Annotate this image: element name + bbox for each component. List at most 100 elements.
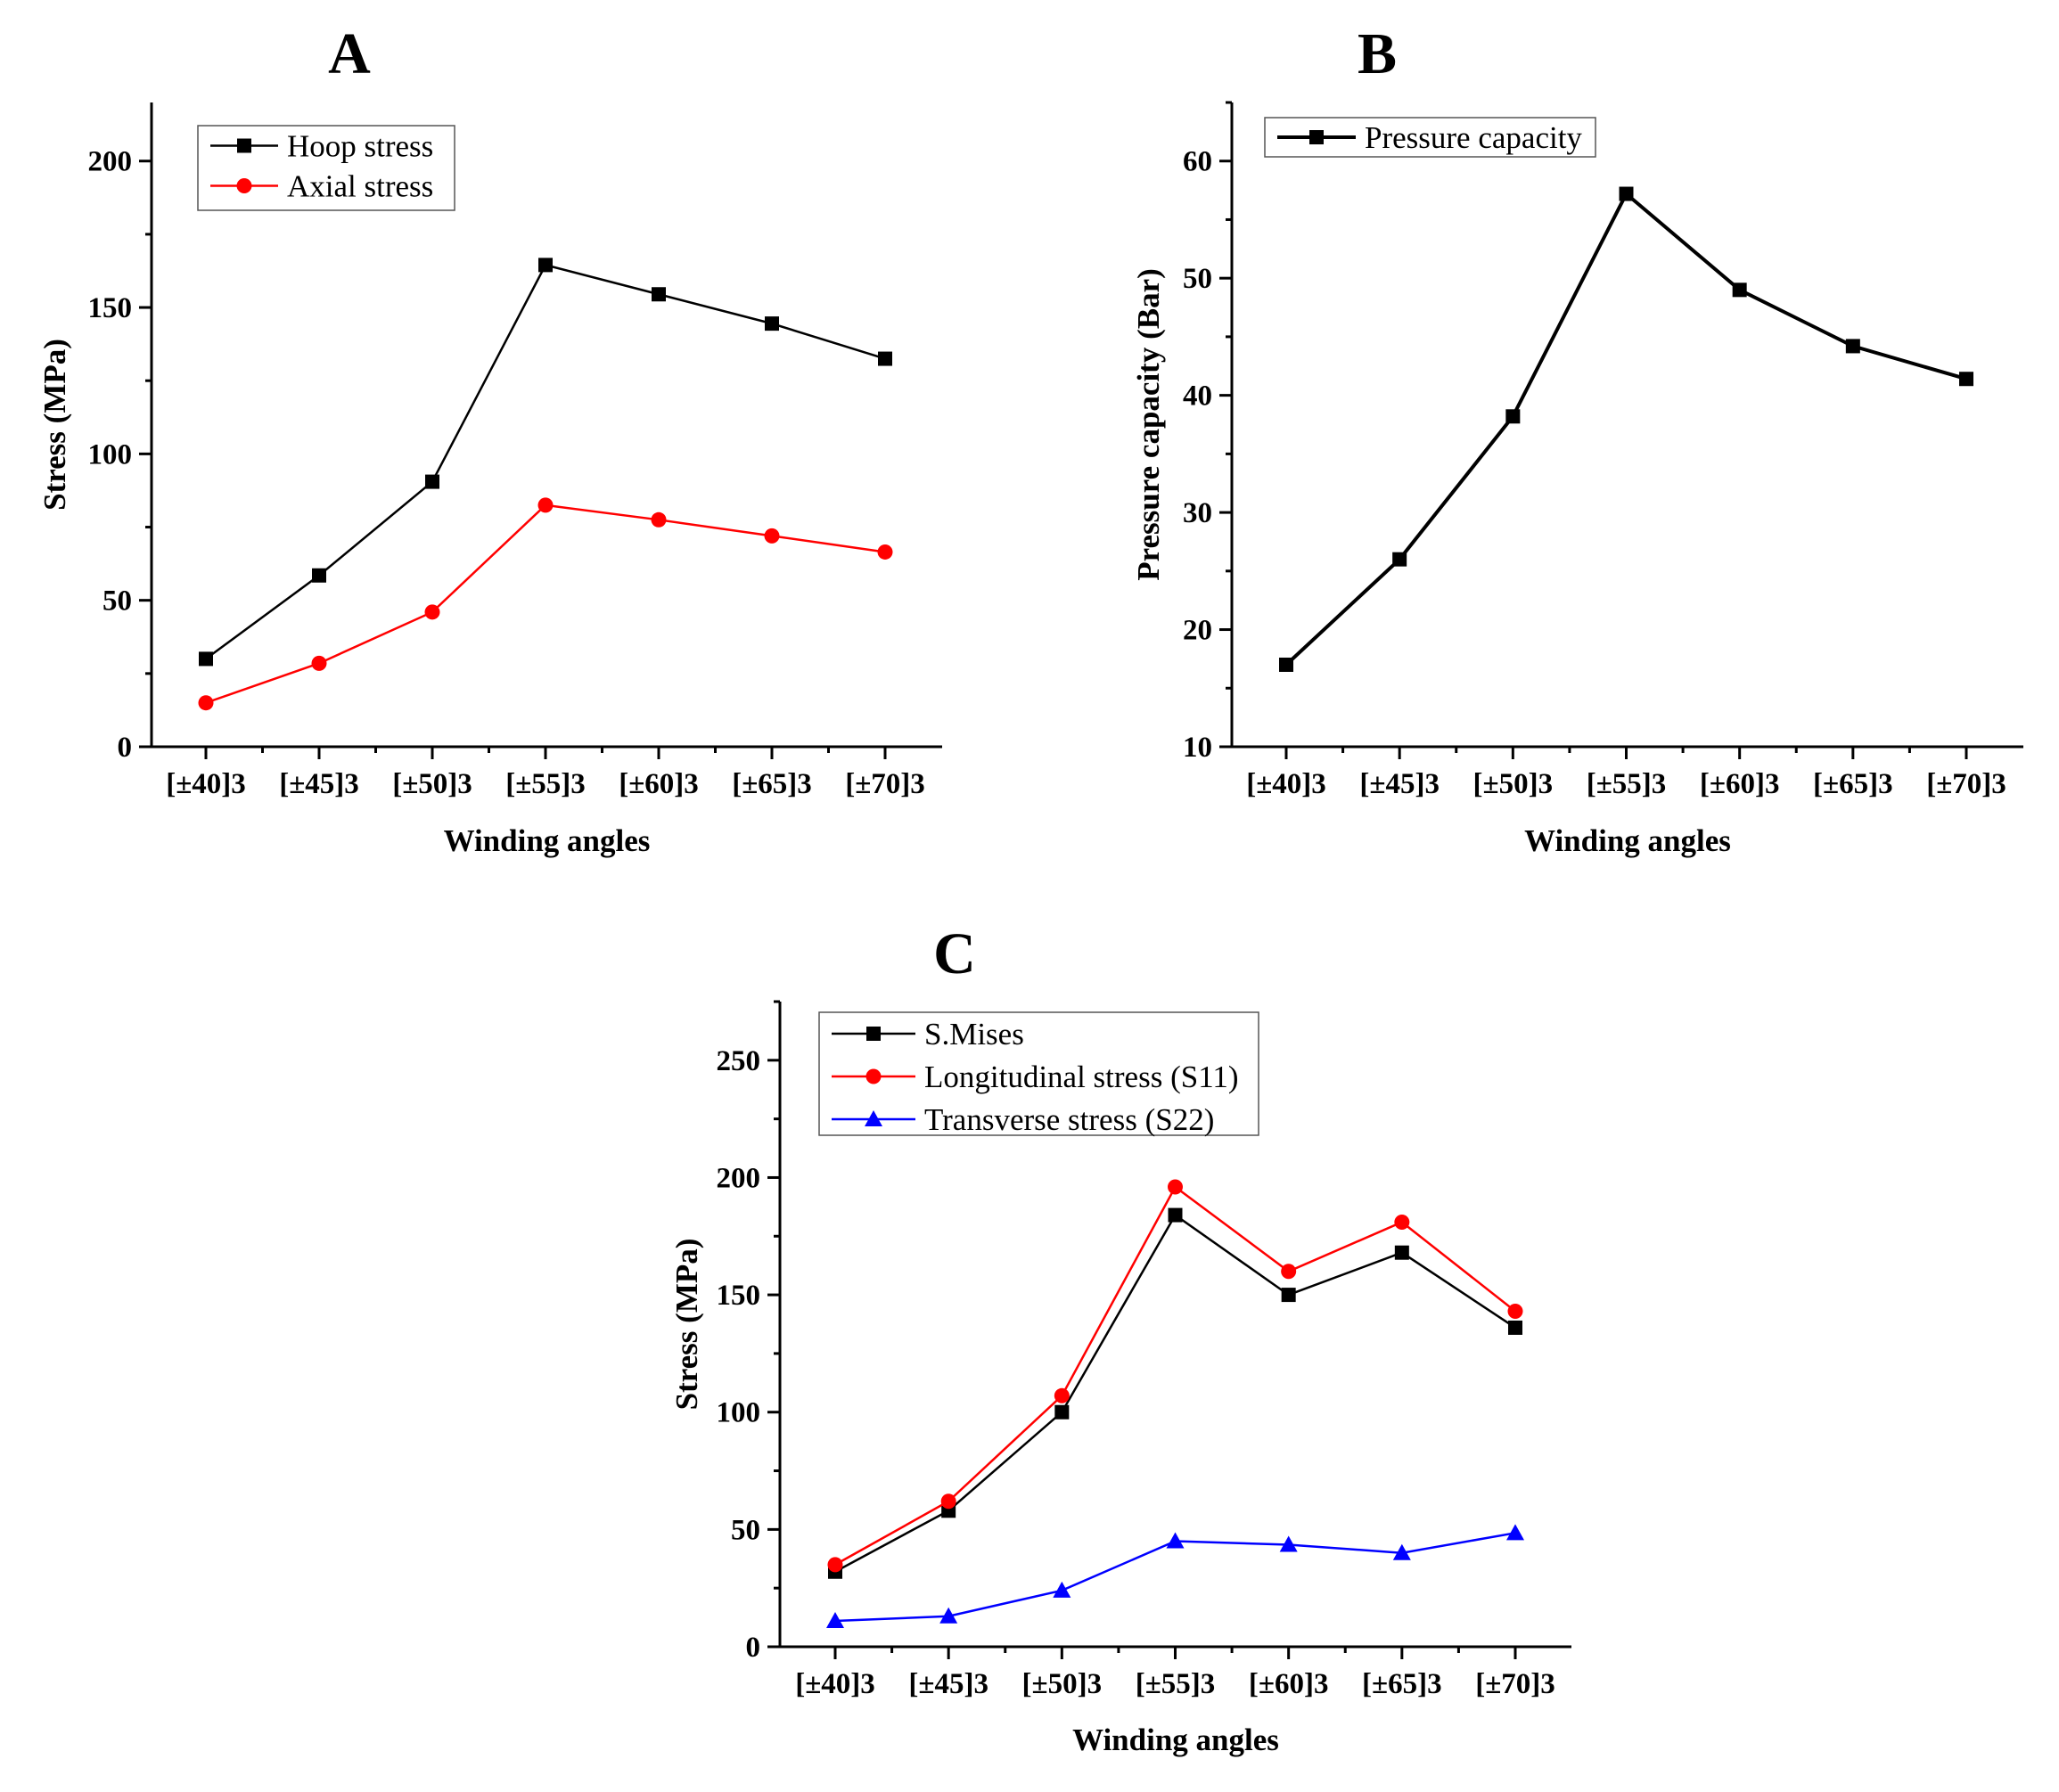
series-line — [1284, 191, 1967, 667]
x-tick-label: [±55]3 — [505, 768, 586, 800]
y-tick-label: 0 — [746, 1632, 761, 1664]
x-tick-label: [±65]3 — [1362, 1668, 1442, 1700]
data-point — [1281, 1264, 1297, 1280]
legend-label: Pressure capacity — [1365, 120, 1582, 155]
data-point — [1394, 1214, 1410, 1230]
legend-marker — [237, 138, 251, 153]
series-line — [834, 1213, 1516, 1573]
y-axis-title: Pressure capacity (Bar) — [1131, 268, 1166, 581]
data-point — [425, 474, 439, 489]
y-tick-label: 50 — [1183, 263, 1212, 295]
data-point — [1168, 1207, 1183, 1223]
series-line — [834, 1185, 1516, 1566]
y-tick-label: 150 — [88, 292, 133, 324]
data-point — [537, 497, 554, 513]
data-point — [1279, 1535, 1298, 1552]
y-tick-label: 60 — [1183, 146, 1212, 178]
legend-entry: S.Mises — [832, 1017, 1024, 1051]
y-axis-title: Stress (MPa) — [669, 1239, 704, 1411]
x-tick-label: [±60]3 — [619, 768, 699, 800]
data-point — [1279, 657, 1293, 672]
panel-label: B — [1358, 21, 1397, 86]
data-point — [1506, 1524, 1524, 1541]
legend-marker — [236, 178, 252, 193]
legend-marker — [865, 1110, 882, 1126]
legend-label: Longitudinal stress (S11) — [924, 1060, 1239, 1094]
y-tick-label: 150 — [717, 1280, 761, 1312]
chart-panel-a: A 0 50 100 150 200 [±40]3 [±45]3 [±50]3 [±55]3 [±6… — [37, 21, 942, 858]
legend-label: Axial stress — [287, 169, 433, 204]
series-longitudinal-stress-s11 — [827, 1179, 1523, 1573]
x-tick-label: [±40]3 — [166, 768, 246, 800]
x-axis-title: Winding angles — [1524, 823, 1731, 858]
series-hoop-stress — [199, 258, 892, 667]
data-point — [1507, 1304, 1523, 1320]
y-tick-label: 50 — [731, 1514, 760, 1546]
y-tick-label: 250 — [717, 1045, 761, 1077]
series-line — [205, 263, 886, 660]
data-point — [1845, 339, 1860, 354]
x-tick-label: [±50]3 — [1022, 1668, 1103, 1700]
series-axial-stress — [198, 497, 893, 711]
x-tick-label: [±60]3 — [1700, 768, 1780, 800]
x-tick-label: [±70]3 — [1926, 768, 2006, 800]
data-point — [538, 258, 553, 273]
x-tick-label: [±50]3 — [1473, 768, 1554, 800]
data-point — [827, 1557, 843, 1573]
data-point — [1619, 186, 1634, 201]
panel-label: C — [933, 921, 976, 986]
legend: Pressure capacity — [1264, 117, 1596, 158]
legend-marker — [866, 1027, 881, 1041]
data-point — [652, 287, 666, 302]
data-point — [1508, 1320, 1522, 1335]
legend-entry: Pressure capacity — [1277, 120, 1582, 155]
legend-marker — [1309, 130, 1324, 144]
data-point — [1392, 552, 1407, 567]
data-point — [1959, 372, 1973, 387]
data-point — [651, 511, 667, 528]
data-point — [877, 544, 893, 560]
data-point — [1392, 1543, 1411, 1560]
data-point — [1054, 1404, 1070, 1420]
data-point — [1168, 1179, 1183, 1195]
legend: Hoop stress Axial stress — [197, 125, 455, 211]
legend-marker — [865, 1068, 882, 1084]
data-point — [940, 1493, 956, 1510]
data-point — [1281, 1288, 1296, 1303]
y-axis-title: Stress (MPa) — [37, 339, 72, 511]
data-point — [424, 604, 440, 620]
series-line — [205, 503, 886, 704]
data-point — [1053, 1581, 1071, 1598]
x-axis-title: Winding angles — [1072, 1722, 1279, 1757]
y-tick-label: 200 — [717, 1162, 761, 1194]
x-tick-label: [±70]3 — [845, 768, 925, 800]
data-point — [312, 568, 326, 583]
legend-entry: Hoop stress — [210, 129, 433, 164]
legend-label: Hoop stress — [287, 129, 433, 164]
data-point — [878, 351, 892, 366]
x-tick-label: [±65]3 — [1813, 768, 1893, 800]
legend: S.Mises Longitudinal stress (S11) Transver… — [818, 1011, 1259, 1137]
series-pressure-capacity — [1279, 186, 1973, 672]
x-tick-label: [±65]3 — [732, 768, 812, 800]
data-point — [198, 695, 214, 711]
legend-entry: Transverse stress (S22) — [832, 1102, 1214, 1137]
data-point — [311, 655, 327, 671]
legend-label: Transverse stress (S22) — [924, 1102, 1214, 1137]
y-tick-label: 50 — [103, 585, 132, 618]
x-tick-label: [±45]3 — [279, 768, 359, 800]
series-s-mises — [828, 1207, 1522, 1579]
chart-panel-b: B 10 20 30 40 50 60 [±40]3 [±45]3 [±50]3 [±55]3 [±6… — [1131, 21, 2023, 858]
data-point — [1732, 282, 1747, 298]
data-point — [1166, 1532, 1185, 1549]
data-point — [1394, 1245, 1409, 1260]
data-point — [826, 1612, 844, 1629]
data-point — [939, 1607, 958, 1624]
x-tick-label: [±50]3 — [392, 768, 472, 800]
x-tick-label: [±45]3 — [1359, 768, 1440, 800]
x-tick-label: [±55]3 — [1587, 768, 1667, 800]
y-tick-label: 10 — [1183, 732, 1212, 764]
x-axis-title: Winding angles — [444, 823, 651, 858]
data-point — [765, 316, 779, 331]
